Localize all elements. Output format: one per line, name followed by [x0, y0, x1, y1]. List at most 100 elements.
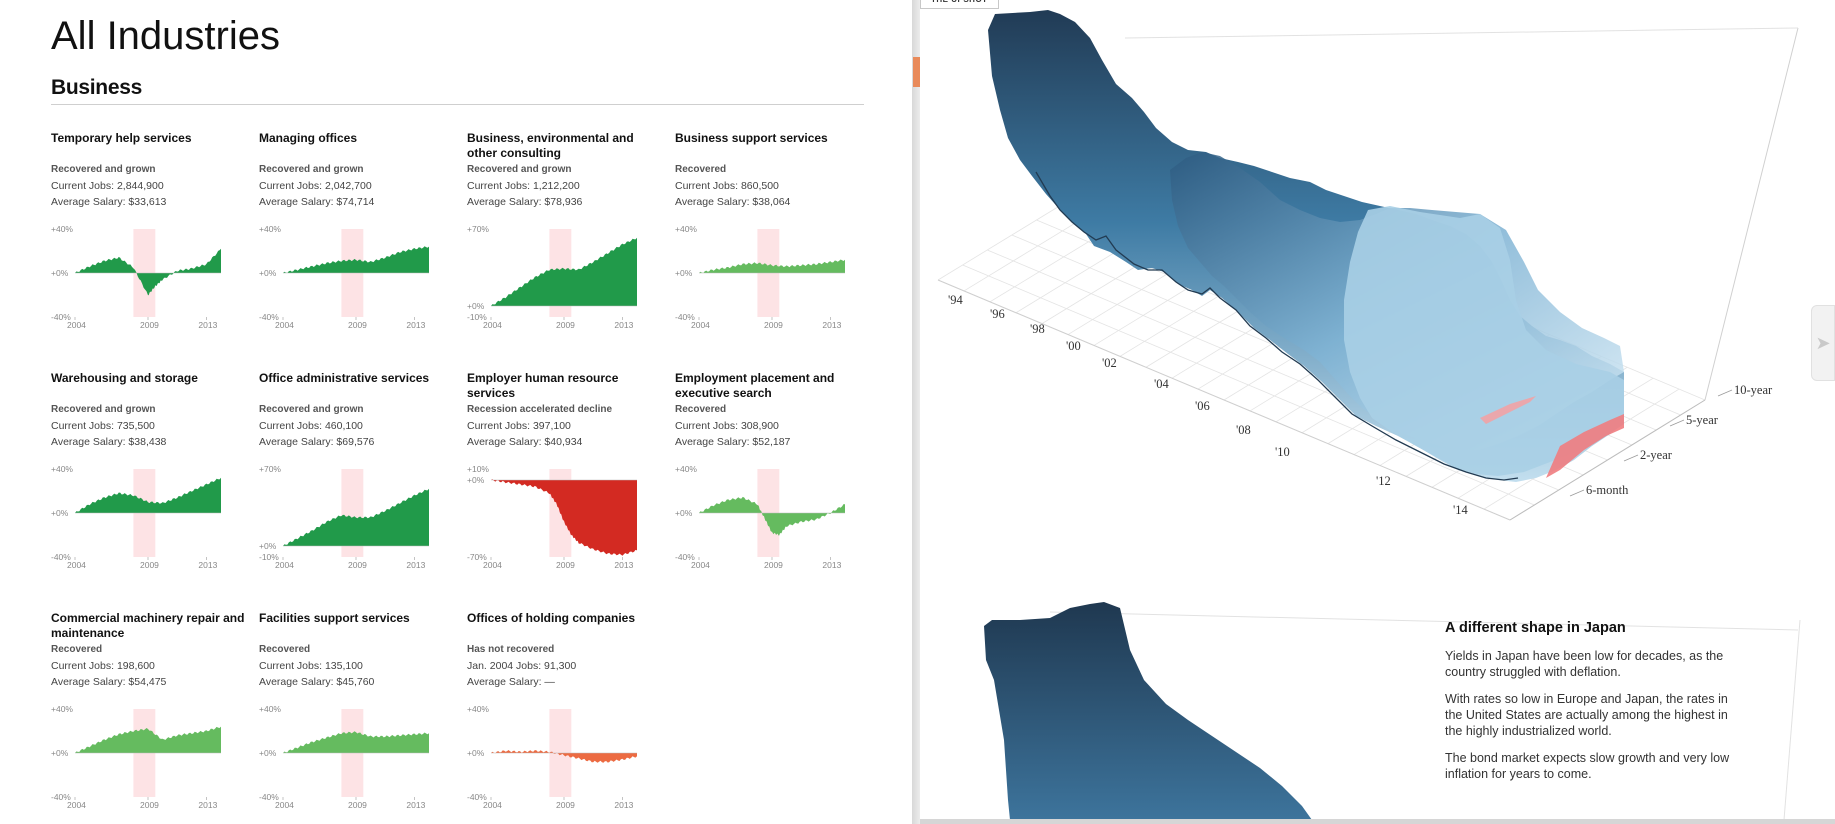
card-salary: Average Salary: $78,936: [467, 196, 583, 208]
y-tick-label: +0%: [51, 508, 69, 518]
industry-card[interactable]: Facilities support services Recovered Curr…: [259, 611, 459, 824]
low-rate-region: [1546, 414, 1624, 478]
card-status: Recovered: [675, 164, 727, 175]
grid-line: [1783, 619, 1801, 821]
y-tick-label: +40%: [259, 224, 281, 234]
card-title: Business, environmental and other consul…: [467, 131, 634, 160]
x-tick-label: 2009: [348, 320, 367, 330]
card-status: Recovered and grown: [259, 404, 364, 415]
upshot-tab[interactable]: THE UPSHOT: [920, 0, 999, 9]
industry-card[interactable]: Offices of holding companies Has not reco…: [467, 611, 667, 824]
maturity-label: 5-year: [1686, 413, 1719, 427]
y-tick-label: +0%: [259, 541, 277, 551]
industry-card[interactable]: Warehousing and storage Recovered and gro…: [51, 371, 251, 606]
job-change-area: [75, 477, 221, 513]
card-title: Managing offices: [259, 131, 358, 145]
industry-card[interactable]: Temporary help services Recovered and gro…: [51, 131, 251, 366]
y-tick-label: -40%: [675, 552, 695, 562]
panel-resize-handle[interactable]: [913, 57, 921, 87]
card-title: Employer human resource services: [467, 371, 619, 400]
card-status: Recovered: [259, 644, 311, 655]
card-status: Recovered and grown: [51, 404, 156, 415]
x-tick-label: 2004: [275, 320, 294, 330]
x-tick-label: 2013: [198, 800, 217, 810]
x-tick-label: 2013: [198, 560, 217, 570]
y-tick-label: +10%: [467, 464, 489, 474]
yield-curve-panel: '94 '96 '98 '00 '02 '04 '06 '08 '10 '12 '14 6-month…: [920, 0, 1835, 824]
card-status: Recovered and grown: [467, 164, 572, 175]
card-salary: Average Salary: $69,576: [259, 436, 375, 448]
maturity-label: 6-month: [1586, 483, 1629, 497]
x-tick-label: 2013: [406, 320, 425, 330]
maturity-tick: [1717, 389, 1733, 397]
card-salary: Average Salary: $40,934: [467, 436, 583, 448]
year-label: '14: [1453, 503, 1469, 517]
job-change-area: [491, 479, 637, 556]
x-tick-label: 2004: [275, 800, 294, 810]
japan-paragraph: Yields in Japan have been low for decade…: [1445, 649, 1724, 679]
card-salary: Average Salary: $38,438: [51, 436, 167, 448]
x-tick-label: 2009: [556, 320, 575, 330]
job-change-chart: +40% +0% -40%2004 2009 2013: [675, 464, 845, 570]
card-jobs: Current Jobs: 460,100: [259, 420, 363, 432]
y-tick-label: +40%: [675, 224, 697, 234]
job-change-chart: +40% +0% -40%2004 2009 2013: [259, 704, 429, 810]
job-change-chart: +70% +0%-10%2004 2009 2013: [259, 464, 429, 570]
y-tick-label: +40%: [51, 704, 73, 714]
maturity-tick: [1569, 489, 1585, 497]
card-jobs: Current Jobs: 198,600: [51, 660, 155, 672]
section-heading: Business: [51, 76, 142, 99]
industry-card[interactable]: Office administrative services Recovered …: [259, 371, 459, 606]
industry-card[interactable]: Employer human resource services Recessio…: [467, 371, 667, 606]
x-tick-label: 2013: [822, 320, 841, 330]
industry-card[interactable]: Employment placement and executive searc…: [675, 371, 875, 606]
maturity-label: 2-year: [1640, 448, 1673, 462]
card-status: Recovered and grown: [259, 164, 364, 175]
maturity-tick: [1669, 419, 1685, 427]
x-tick-label: 2009: [140, 320, 159, 330]
job-change-area: [699, 496, 845, 536]
x-tick-label: 2009: [556, 560, 575, 570]
y-tick-label: +0%: [51, 748, 69, 758]
x-tick-label: 2009: [140, 800, 159, 810]
x-tick-label: 2009: [140, 560, 159, 570]
year-label: '96: [990, 307, 1005, 321]
industry-card[interactable]: Commercial machinery repair and maintena…: [51, 611, 251, 824]
card-status: Recession accelerated decline: [467, 404, 613, 415]
card-salary: Average Salary: —: [467, 676, 555, 688]
industry-card[interactable]: Business, environmental and other consul…: [467, 131, 667, 366]
card-title: Commercial machinery repair and maintena…: [51, 611, 245, 640]
x-tick-label: 2009: [348, 560, 367, 570]
y-tick-label: +40%: [51, 464, 73, 474]
card-salary: Average Salary: $45,760: [259, 676, 375, 688]
y-tick-label: -40%: [467, 792, 487, 802]
x-tick-label: 2009: [764, 560, 783, 570]
job-change-area: [699, 259, 845, 273]
card-jobs: Current Jobs: 1,212,200: [467, 180, 580, 192]
card-title: Temporary help services: [51, 131, 192, 145]
job-change-chart: +40% +0% -40%2004 2009 2013: [467, 704, 637, 810]
yield-line-6-month: [1035, 171, 1519, 481]
job-change-chart: +40% +0% -40%2004 2009 2013: [51, 704, 221, 810]
next-slide-button[interactable]: ➤: [1811, 305, 1835, 381]
yield-curve-3d: '94 '96 '98 '00 '02 '04 '06 '08 '10 '12 '14 6-month…: [937, 10, 1801, 821]
x-tick-label: 2013: [406, 560, 425, 570]
y-tick-label: +40%: [467, 704, 489, 714]
industry-card[interactable]: Managing offices Recovered and grown Curre…: [259, 131, 459, 366]
industry-card[interactable]: Business support services Recovered Curren…: [675, 131, 875, 366]
y-tick-label: +0%: [467, 748, 485, 758]
job-change-chart: +10%+0% -70%2004 2009 2013: [467, 464, 637, 570]
page-title: All Industries: [51, 14, 280, 58]
year-label: '98: [1030, 322, 1045, 336]
card-salary: Average Salary: $33,613: [51, 196, 167, 208]
japan-paragraph: With rates so low in Europe and Japan, t…: [1445, 692, 1728, 738]
card-jobs: Current Jobs: 397,100: [467, 420, 571, 432]
year-label: '04: [1154, 377, 1170, 391]
card-jobs: Current Jobs: 2,042,700: [259, 180, 372, 192]
horizontal-scrollbar[interactable]: [920, 819, 1835, 824]
y-tick-label: +70%: [259, 464, 281, 474]
panel-divider[interactable]: [912, 0, 920, 824]
job-change-chart: +40% +0% -40%2004 2009 2013: [51, 464, 221, 570]
job-change-area: [75, 726, 221, 753]
grid-line: [1049, 611, 1799, 631]
